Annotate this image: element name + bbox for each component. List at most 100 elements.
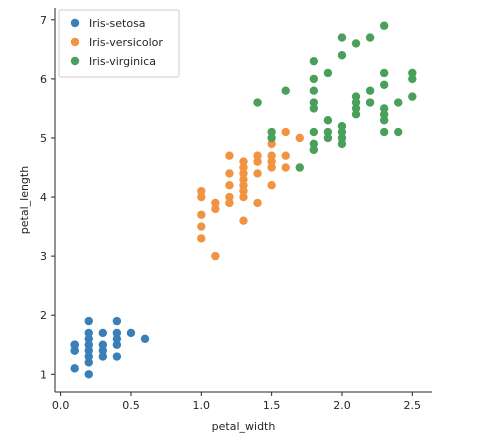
- data-point-iris-setosa: [84, 358, 93, 367]
- data-point-iris-versicolor: [239, 181, 248, 190]
- data-point-iris-virginica: [337, 133, 347, 143]
- data-point-iris-versicolor: [267, 181, 276, 190]
- data-point-iris-versicolor: [225, 192, 234, 202]
- data-point-iris-virginica: [323, 127, 333, 137]
- data-point-iris-versicolor: [239, 169, 248, 178]
- data-point-iris-virginica: [379, 127, 389, 137]
- data-point-iris-virginica: [323, 133, 333, 143]
- data-point-iris-virginica: [309, 127, 319, 137]
- legend-box: [58, 9, 180, 78]
- data-point-iris-setosa: [112, 340, 122, 349]
- data-point-iris-versicolor: [281, 163, 290, 172]
- data-point-iris-versicolor: [211, 251, 220, 261]
- data-point-iris-virginica: [351, 39, 361, 48]
- data-point-iris-versicolor: [239, 192, 248, 202]
- data-point-iris-versicolor: [239, 175, 248, 184]
- data-point-iris-virginica: [281, 86, 290, 95]
- x-ticks: 0.0 0.5 1.0 1.5 2.0 2.5: [52, 392, 421, 412]
- data-point-iris-setosa: [98, 352, 108, 361]
- data-point-iris-virginica: [379, 110, 389, 119]
- data-point-iris-versicolor: [267, 139, 276, 149]
- data-point-iris-setosa: [126, 328, 136, 338]
- data-point-iris-virginica: [295, 163, 304, 172]
- data-point-iris-virginica: [309, 86, 319, 95]
- data-point-iris-setosa: [84, 352, 93, 361]
- data-point-iris-virginica: [408, 74, 417, 84]
- data-point-iris-setosa: [84, 346, 93, 355]
- legend-marker: [70, 56, 80, 66]
- x-tick-label: 0.5: [122, 399, 140, 412]
- x-tick-label: 2.5: [404, 399, 422, 412]
- data-point-iris-virginica: [351, 110, 361, 119]
- data-point-iris-setosa: [70, 346, 79, 355]
- x-tick-label: 0.0: [52, 399, 70, 412]
- data-point-iris-setosa: [70, 340, 79, 349]
- y-tick-label: 7: [40, 14, 47, 27]
- data-point-iris-virginica: [309, 56, 319, 66]
- data-point-iris-virginica: [394, 127, 403, 137]
- y-tick-label: 2: [40, 309, 47, 322]
- data-point-iris-virginica: [408, 92, 417, 101]
- data-point-iris-setosa: [112, 352, 122, 361]
- data-point-iris-versicolor: [281, 127, 290, 137]
- data-point-iris-setosa: [70, 364, 79, 373]
- legend-label: Iris-versicolor: [89, 36, 163, 49]
- data-point-iris-versicolor: [239, 186, 248, 196]
- data-point-iris-versicolor: [295, 133, 304, 143]
- axes: [54, 8, 432, 393]
- data-point-iris-virginica: [379, 116, 389, 125]
- data-point-iris-versicolor: [239, 157, 248, 166]
- data-point-iris-versicolor: [253, 169, 262, 178]
- data-point-iris-virginica: [267, 133, 276, 143]
- data-point-iris-virginica: [365, 33, 375, 42]
- legend-marker: [70, 18, 80, 28]
- data-point-iris-versicolor: [225, 198, 234, 208]
- data-point-iris-virginica: [365, 98, 375, 107]
- x-axis-label: petal_width: [212, 420, 276, 433]
- data-point-iris-virginica: [309, 74, 319, 84]
- data-point-iris-versicolor: [197, 222, 206, 231]
- legend-marker: [70, 37, 80, 47]
- data-point-iris-versicolor: [267, 157, 276, 166]
- data-point-iris-virginica: [337, 139, 347, 149]
- data-point-iris-setosa: [84, 328, 93, 338]
- x-tick-label: 1.0: [193, 399, 211, 412]
- legend-label: Iris-virginica: [89, 55, 156, 68]
- data-point-iris-versicolor: [267, 163, 276, 172]
- data-point-iris-versicolor: [211, 198, 220, 208]
- data-point-iris-virginica: [309, 139, 319, 149]
- data-point-iris-versicolor: [281, 151, 290, 160]
- data-point-iris-setosa: [84, 340, 93, 349]
- data-point-iris-versicolor: [211, 204, 220, 214]
- data-point-iris-versicolor: [225, 169, 234, 178]
- data-point-iris-virginica: [337, 121, 347, 131]
- y-tick-label: 6: [40, 73, 47, 86]
- data-point-iris-setosa: [112, 328, 122, 338]
- data-point-iris-versicolor: [225, 181, 234, 190]
- y-ticks: 1 2 3 4 5 6 7: [40, 14, 55, 381]
- data-point-iris-virginica: [394, 98, 403, 107]
- y-tick-label: 4: [40, 191, 47, 204]
- y-tick-label: 3: [40, 250, 47, 263]
- data-point-iris-virginica: [323, 116, 333, 125]
- y-tick-label: 1: [40, 368, 47, 381]
- data-point-iris-virginica: [379, 68, 389, 78]
- data-point-iris-virginica: [337, 51, 347, 60]
- data-point-iris-versicolor: [267, 151, 276, 160]
- data-point-iris-virginica: [365, 86, 375, 95]
- data-point-iris-virginica: [379, 80, 389, 90]
- legend-label: Iris-setosa: [89, 17, 146, 30]
- data-point-iris-setosa: [98, 346, 108, 355]
- data-point-iris-versicolor: [253, 157, 262, 166]
- x-tick-label: 1.5: [263, 399, 281, 412]
- y-axis-label: petal_length: [18, 166, 31, 234]
- data-point-iris-setosa: [140, 334, 150, 344]
- data-point-iris-setosa: [112, 334, 122, 344]
- x-tick-label: 2.0: [333, 399, 351, 412]
- data-point-iris-setosa: [84, 370, 93, 379]
- data-point-iris-virginica: [351, 92, 361, 101]
- data-point-iris-setosa: [84, 334, 93, 344]
- data-point-iris-setosa: [98, 328, 108, 338]
- data-point-iris-versicolor: [197, 192, 206, 202]
